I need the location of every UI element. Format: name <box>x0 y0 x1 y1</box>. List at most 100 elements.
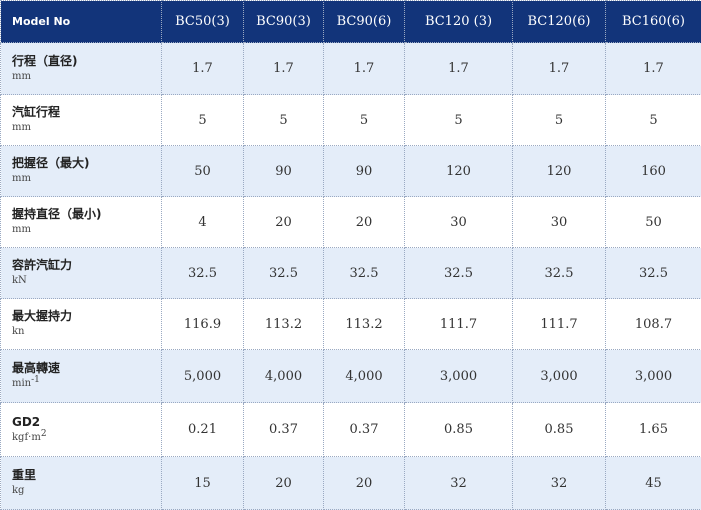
row-unit: min-1 <box>12 376 161 391</box>
value-cell: 5 <box>606 95 701 146</box>
unit-text: kN <box>12 275 27 286</box>
unit-text: kn <box>12 326 25 337</box>
row-name: GD2 <box>12 415 161 430</box>
value-cell: 0.85 <box>513 403 606 457</box>
row-name: 重里 <box>12 468 161 483</box>
column-header: BC90(3) <box>244 1 324 43</box>
value-cell: 0.85 <box>405 403 513 457</box>
model-no-header: Model No <box>1 1 162 43</box>
value-cell: 32.5 <box>162 248 244 299</box>
row-label: 把握径（最大) mm <box>1 146 162 197</box>
unit-text: mm <box>12 71 31 82</box>
unit-text: mm <box>12 173 31 184</box>
value-cell: 0.37 <box>244 403 324 457</box>
unit-text: mm <box>12 122 31 133</box>
value-cell: 32.5 <box>405 248 513 299</box>
value-cell: 32.5 <box>513 248 606 299</box>
row-name: 握持直径（最小) <box>12 207 161 222</box>
row-unit: mm <box>12 171 161 186</box>
value-cell: 4 <box>162 197 244 248</box>
value-cell: 5 <box>513 95 606 146</box>
row-unit: mm <box>12 222 161 237</box>
row-unit: kn <box>12 324 161 339</box>
value-cell: 32 <box>513 457 606 510</box>
row-label: 汽缸行程 mm <box>1 95 162 146</box>
value-cell: 0.21 <box>162 403 244 457</box>
value-cell: 3,000 <box>405 350 513 403</box>
value-cell: 30 <box>405 197 513 248</box>
value-cell: 120 <box>513 146 606 197</box>
value-cell: 15 <box>162 457 244 510</box>
value-cell: 20 <box>244 457 324 510</box>
value-cell: 1.7 <box>162 43 244 95</box>
value-cell: 5 <box>405 95 513 146</box>
value-cell: 116.9 <box>162 299 244 350</box>
value-cell: 90 <box>244 146 324 197</box>
unit-superscript: 2 <box>41 429 47 439</box>
value-cell: 120 <box>405 146 513 197</box>
column-header: BC50(3) <box>162 1 244 43</box>
value-cell: 1.65 <box>606 403 701 457</box>
value-cell: 5 <box>162 95 244 146</box>
row-label: 容許汽缸力 kN <box>1 248 162 299</box>
value-cell: 20 <box>244 197 324 248</box>
value-cell: 32 <box>405 457 513 510</box>
value-cell: 90 <box>324 146 405 197</box>
row-unit: kgf·m2 <box>12 430 161 445</box>
value-cell: 5,000 <box>162 350 244 403</box>
value-cell: 45 <box>606 457 701 510</box>
row-name: 把握径（最大) <box>12 156 161 171</box>
value-cell: 1.7 <box>513 43 606 95</box>
unit-text: mm <box>12 224 31 235</box>
value-cell: 32.5 <box>606 248 701 299</box>
column-header: BC160(6) <box>606 1 701 43</box>
row-label: 重里 kg <box>1 457 162 510</box>
column-header: BC120(6) <box>513 1 606 43</box>
value-cell: 1.7 <box>244 43 324 95</box>
value-cell: 20 <box>324 457 405 510</box>
header-row: Model No BC50(3) BC90(3) BC90(6) BC120 (… <box>1 1 701 43</box>
row-name: 行程（直径) <box>12 54 161 69</box>
row-name: 最高轉速 <box>12 361 161 376</box>
row-name: 容許汽缸力 <box>12 258 161 273</box>
value-cell: 1.7 <box>405 43 513 95</box>
value-cell: 160 <box>606 146 701 197</box>
value-cell: 5 <box>324 95 405 146</box>
value-cell: 32.5 <box>324 248 405 299</box>
value-cell: 32.5 <box>244 248 324 299</box>
value-cell: 113.2 <box>244 299 324 350</box>
row-unit: mm <box>12 69 161 84</box>
value-cell: 30 <box>513 197 606 248</box>
row-unit: mm <box>12 120 161 135</box>
value-cell: 113.2 <box>324 299 405 350</box>
row-label: 最大握持力 kn <box>1 299 162 350</box>
value-cell: 1.7 <box>606 43 701 95</box>
row-unit: kg <box>12 483 161 498</box>
row-unit: kN <box>12 273 161 288</box>
value-cell: 5 <box>244 95 324 146</box>
column-header: BC120 (3) <box>405 1 513 43</box>
unit-text: kg <box>12 485 24 496</box>
row-name: 汽缸行程 <box>12 105 161 120</box>
value-cell: 1.7 <box>324 43 405 95</box>
unit-text: kgf·m <box>12 432 41 443</box>
value-cell: 50 <box>162 146 244 197</box>
row-label: 握持直径（最小) mm <box>1 197 162 248</box>
row-name: 最大握持力 <box>12 309 161 324</box>
column-header: BC90(6) <box>324 1 405 43</box>
value-cell: 111.7 <box>405 299 513 350</box>
value-cell: 4,000 <box>324 350 405 403</box>
value-cell: 3,000 <box>606 350 701 403</box>
